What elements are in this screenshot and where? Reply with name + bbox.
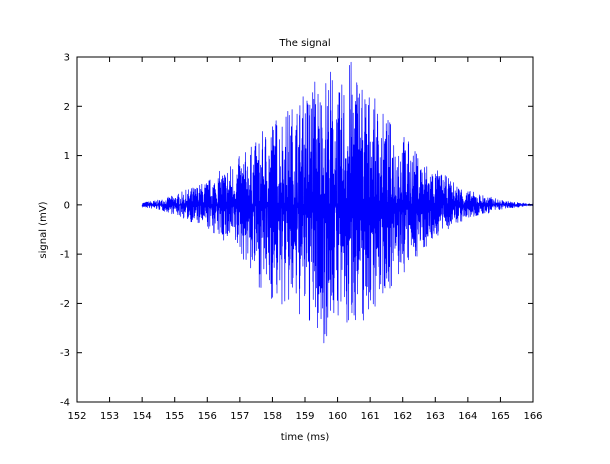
x-tick-label: 165: [491, 411, 510, 422]
signal-series: [141, 61, 534, 344]
y-tick-label: -2: [60, 299, 70, 310]
x-tick-label: 153: [100, 411, 119, 422]
y-tick-label: -3: [60, 348, 70, 359]
x-tick-label: 158: [263, 411, 282, 422]
y-axis: -4 -3 -2 -1 0 1 2 3: [60, 53, 533, 409]
x-tick-label: 160: [328, 411, 347, 422]
x-tick-label: 161: [361, 411, 380, 422]
x-tick-label: 166: [523, 411, 542, 422]
x-tick-label: 163: [426, 411, 445, 422]
y-axis-title: signal (mV): [38, 201, 49, 258]
x-tick-label: 162: [393, 411, 412, 422]
y-tick-label: -1: [60, 250, 70, 261]
x-tick-label: 164: [458, 411, 477, 422]
y-tick-label: -4: [60, 398, 70, 409]
x-tick-label: 159: [295, 411, 314, 422]
signal-line: [141, 61, 534, 344]
x-axis: 152 153 154 155 156 157 158 159 160 161 162 163 164 1…: [67, 57, 543, 422]
y-tick-label: 2: [64, 102, 70, 113]
x-tick-label: 152: [67, 411, 86, 422]
y-tick-label: 0: [64, 200, 70, 211]
y-tick-label: 1: [64, 151, 70, 162]
x-tick-label: 157: [230, 411, 249, 422]
x-tick-label: 155: [165, 411, 184, 422]
x-tick-label: 156: [198, 411, 217, 422]
chart-title: The signal: [278, 38, 330, 49]
x-axis-title: time (ms): [281, 432, 330, 443]
y-tick-label: 3: [64, 53, 70, 64]
x-tick-label: 154: [133, 411, 152, 422]
